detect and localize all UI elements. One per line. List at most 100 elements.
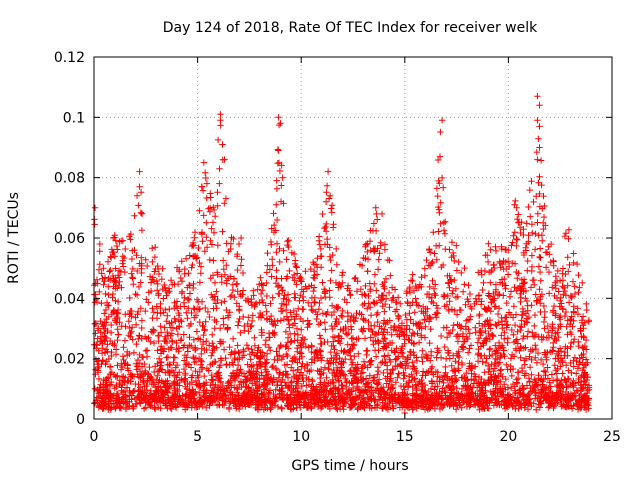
data-point [101, 310, 108, 317]
x-tick-label: 0 [90, 429, 99, 445]
data-point [172, 389, 179, 397]
data-point [353, 376, 360, 383]
data-point [344, 282, 352, 289]
data-point [574, 305, 581, 312]
data-point [559, 283, 566, 290]
data-point [99, 357, 106, 364]
data-point [214, 377, 222, 384]
data-point [163, 318, 170, 325]
data-point [212, 213, 219, 220]
data-point [536, 404, 544, 411]
data-point [209, 347, 216, 354]
data-point [298, 363, 305, 370]
data-point [93, 342, 101, 349]
data-point [444, 377, 451, 384]
data-point [239, 291, 246, 298]
data-point [534, 382, 541, 389]
data-point [259, 287, 266, 294]
data-point [442, 363, 449, 371]
data-point [339, 313, 346, 320]
data-point [94, 394, 102, 401]
data-point [577, 327, 584, 334]
data-point [557, 312, 564, 320]
data-point [267, 347, 274, 354]
data-point [254, 347, 261, 354]
data-point [499, 325, 506, 332]
data-point [356, 261, 364, 268]
data-point [542, 394, 549, 401]
data-point [221, 298, 228, 305]
data-point [573, 260, 581, 268]
data-point [337, 340, 344, 347]
x-tick-label: 10 [292, 429, 310, 445]
data-point [231, 350, 238, 357]
data-point [545, 268, 553, 276]
data-point [453, 311, 461, 318]
data-point [478, 298, 485, 305]
data-point [496, 259, 503, 267]
data-point [532, 230, 539, 238]
data-point [125, 377, 132, 385]
data-point [393, 345, 400, 352]
data-point [245, 387, 252, 395]
data-point [321, 338, 328, 346]
data-point [456, 322, 463, 329]
data-point [384, 352, 392, 359]
data-point [431, 398, 438, 406]
data-point [92, 291, 99, 298]
data-point [362, 292, 369, 299]
data-point [270, 210, 277, 217]
data-point [238, 399, 245, 407]
data-point [114, 336, 121, 344]
data-point [335, 318, 342, 326]
data-point [313, 346, 321, 354]
data-point [245, 345, 252, 352]
data-point [395, 315, 402, 322]
data-point [439, 385, 446, 392]
data-point [201, 393, 208, 400]
data-point [487, 279, 494, 286]
data-point [413, 369, 420, 377]
data-point [412, 382, 419, 389]
data-point [229, 370, 237, 377]
data-points [90, 93, 593, 417]
data-point [525, 203, 532, 211]
data-point [365, 318, 372, 326]
data-point [483, 355, 490, 362]
data-point [401, 372, 408, 379]
data-point [143, 335, 150, 342]
data-point [456, 401, 463, 408]
data-point [482, 359, 490, 366]
data-point [134, 371, 141, 378]
data-point [211, 279, 219, 286]
data-point [151, 390, 159, 397]
data-point [495, 372, 502, 379]
data-point [196, 368, 203, 376]
data-point [314, 264, 321, 271]
data-point [410, 403, 418, 411]
data-point [450, 352, 457, 359]
data-point [201, 248, 208, 255]
data-point [507, 288, 515, 295]
data-point [116, 238, 123, 245]
data-point [133, 291, 141, 299]
data-point [383, 390, 390, 398]
y-tick-label: 0.08 [54, 171, 85, 187]
data-point [513, 398, 520, 405]
data-point [352, 314, 360, 322]
data-point [265, 392, 272, 400]
data-point [158, 358, 165, 366]
data-point [321, 398, 328, 405]
data-point [283, 361, 291, 368]
data-point [367, 304, 374, 311]
data-point [291, 330, 298, 337]
data-point [133, 340, 140, 348]
data-point [297, 315, 304, 323]
data-point [544, 364, 551, 371]
data-point [403, 360, 410, 367]
data-point [104, 258, 112, 265]
data-point [486, 345, 494, 352]
data-point [439, 394, 447, 402]
data-point [381, 308, 388, 315]
data-point [208, 225, 215, 232]
